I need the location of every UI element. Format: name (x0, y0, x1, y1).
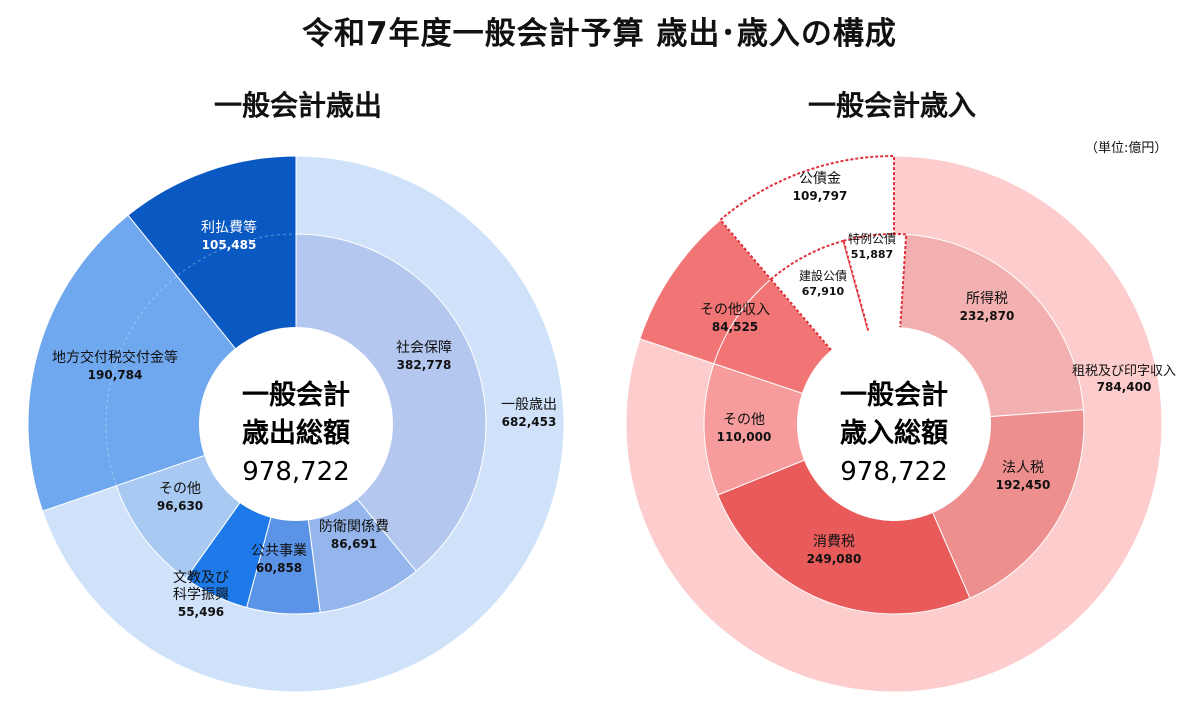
slice-name-label: 科学振興 (173, 587, 229, 603)
center-total-value: 978,722 (840, 457, 948, 487)
label-construction-bonds: 建設公債 67,910 (799, 268, 847, 298)
slice-name-label: 利払費等 (201, 219, 257, 236)
center-title-line1: 一般会計 (242, 379, 350, 411)
slice-name-label: 公共事業 (251, 543, 307, 559)
slice-value-label: 192,450 (996, 478, 1051, 492)
label-general-expenditure: 一般歳出 682,453 (501, 397, 557, 429)
label-local-allocation: 地方交付税交付金等 190,784 (52, 349, 178, 382)
slice-value-label: 60,858 (256, 561, 302, 575)
label-defense: 防衛関係費 86,691 (319, 519, 389, 551)
label-interest: 利払費等 105,485 (201, 219, 257, 252)
slice-name-label: 地方交付税交付金等 (52, 349, 178, 366)
center-title-line1: 一般会計 (840, 379, 948, 411)
slice-name-label: 消費税 (813, 534, 855, 550)
slice-name-label: 文教及び (173, 570, 229, 586)
slice-value-label: 51,887 (851, 248, 893, 261)
label-other-income: その他収入 84,525 (700, 302, 770, 334)
label-consumption-tax: 消費税 249,080 (807, 534, 862, 566)
center-total-value: 978,722 (242, 457, 350, 487)
slice-value-label: 190,784 (88, 368, 143, 382)
expenditure-ring-divider (105, 233, 487, 615)
slice-value-label: 784,400 (1097, 380, 1152, 394)
donut-center-hole (797, 327, 991, 521)
slice-value-label: 55,496 (178, 605, 224, 619)
slice-name-label: 租税及び印字収入 (1072, 364, 1176, 379)
slice-value-label: 67,910 (802, 285, 845, 298)
label-public-works: 公共事業 60,858 (251, 543, 307, 575)
revenue-chart-title: 一般会計歳入 (807, 89, 976, 122)
label-exp-other: その他 96,630 (157, 481, 203, 513)
expenditure-inner-slice (295, 233, 487, 572)
slice-name-label: 一般歳出 (501, 397, 557, 413)
slice-name-label: 社会保障 (396, 340, 452, 356)
slice-value-label: 109,797 (793, 189, 848, 203)
slice-name-label: 所得税 (966, 290, 1008, 307)
slice-value-label: 232,870 (960, 309, 1015, 323)
center-title-line2: 歳出総額 (242, 417, 350, 449)
slice-value-label: 96,630 (157, 499, 203, 513)
chart-main-title: 令和7年度一般会計予算 歳出･歳入の構成 (302, 16, 897, 52)
unit-label: （単位:億円） (1085, 141, 1168, 156)
slice-value-label: 105,485 (202, 238, 257, 252)
label-corporate-tax: 法人税 192,450 (996, 460, 1051, 492)
expenditure-chart-title: 一般会計歳出 (213, 89, 382, 122)
slice-name-label: 建設公債 (799, 268, 847, 283)
slice-name-label: 防衛関係費 (319, 519, 389, 535)
slice-value-label: 382,778 (397, 358, 452, 372)
slice-value-label: 84,525 (712, 320, 758, 334)
slice-name-label: その他 (159, 481, 201, 497)
label-rev-other: その他 110,000 (717, 412, 772, 444)
slice-value-label: 249,080 (807, 552, 862, 566)
slice-name-label: その他 (723, 412, 765, 428)
slice-value-label: 682,453 (502, 415, 557, 429)
label-social-security: 社会保障 382,778 (396, 340, 452, 372)
label-income-tax: 所得税 232,870 (960, 290, 1015, 323)
slice-name-label: 公債金 (799, 171, 841, 187)
donut-center-hole (199, 327, 393, 521)
slice-value-label: 110,000 (717, 430, 772, 444)
center-title-line2: 歳入総額 (840, 417, 948, 449)
label-special-bonds: 特例公債 51,887 (848, 231, 896, 261)
slice-name-label: 特例公債 (848, 231, 896, 246)
label-bonds: 公債金 109,797 (793, 171, 848, 203)
slice-name-label: 法人税 (1002, 460, 1044, 476)
slice-value-label: 86,691 (331, 537, 377, 551)
slice-name-label: その他収入 (700, 302, 770, 318)
